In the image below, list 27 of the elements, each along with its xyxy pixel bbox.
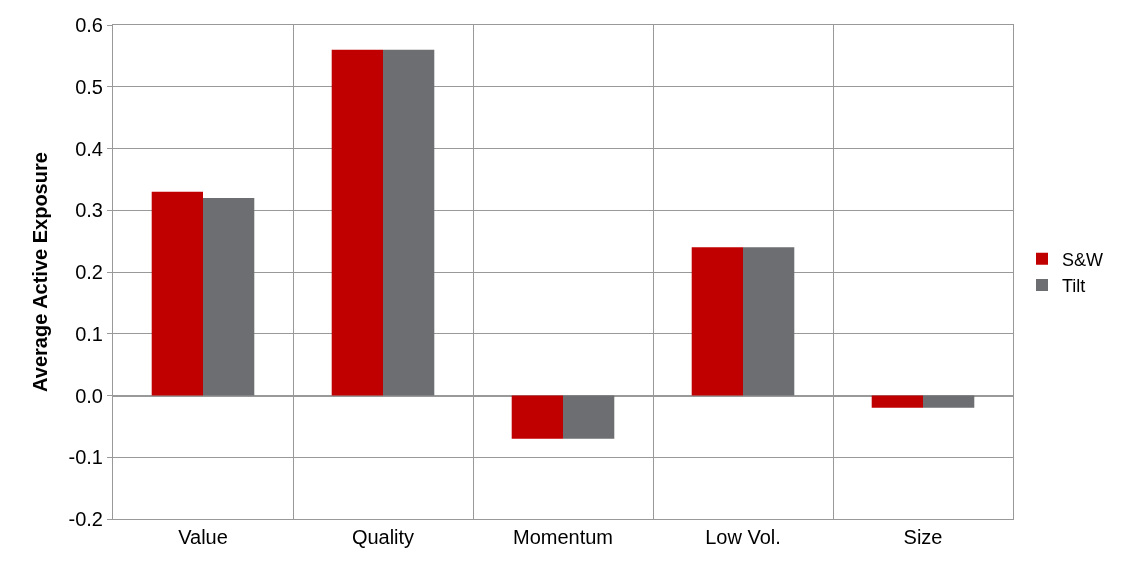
bar [691, 247, 743, 396]
x-tick-label: Quality [351, 526, 415, 548]
y-tick-label: 0.1 [75, 322, 103, 345]
bar [511, 395, 563, 439]
x-tick-label: Low Vol. [705, 526, 781, 548]
x-tick-label: Size [903, 526, 943, 548]
bar [203, 197, 255, 396]
x-tick-label: Momentum [512, 526, 614, 548]
y-tick-label: -0.2 [68, 508, 103, 530]
bar [743, 247, 795, 396]
y-tick-label: 0.6 [75, 14, 103, 36]
y-tick-label: -0.1 [68, 446, 103, 469]
legend-label: Tilt [1062, 276, 1086, 297]
y-tick-label: 0.4 [75, 137, 103, 160]
bar [563, 395, 615, 439]
y-tick-label: 0.0 [75, 384, 103, 407]
bar [331, 49, 383, 396]
bar [383, 49, 435, 396]
bar [151, 191, 203, 396]
y-tick-label: 0.3 [75, 199, 103, 222]
y-tick-label: 0.5 [75, 75, 103, 98]
y-tick-label: 0.2 [75, 261, 103, 283]
bar [923, 395, 975, 408]
bar [871, 395, 923, 408]
x-tick-label: Value [178, 526, 228, 548]
y-axis-title: Average Active Exposure [29, 152, 52, 392]
legend-label: S&W [1062, 249, 1104, 270]
